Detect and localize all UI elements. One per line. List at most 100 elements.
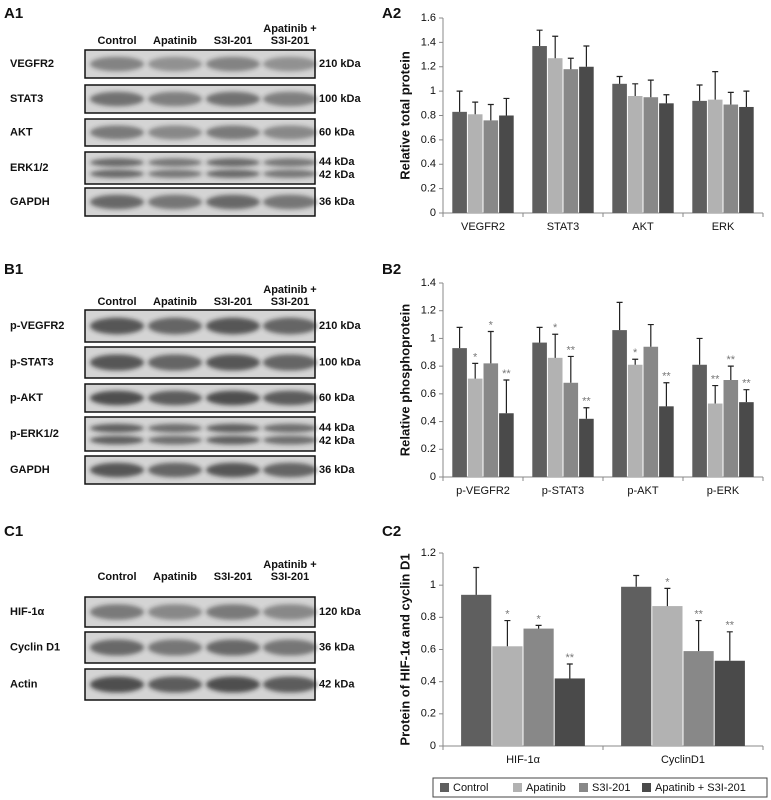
- bar: [483, 120, 499, 213]
- y-tick-label: 0: [430, 471, 436, 483]
- y-tick-label: 1.6: [421, 12, 436, 24]
- kda-label: 36 kDa: [319, 464, 355, 476]
- y-tick-label: 1: [430, 579, 436, 591]
- y-tick-label: 1: [430, 332, 436, 344]
- bar: [723, 380, 739, 477]
- lane-header: Control: [97, 35, 136, 47]
- error-bar: [567, 355, 574, 383]
- y-tick-label: 0: [430, 740, 436, 752]
- legend-label: S3I-201: [592, 782, 631, 794]
- significance-label: *: [473, 351, 478, 363]
- y-tick-label: 1.4: [421, 36, 436, 48]
- panel-label: C1: [4, 523, 23, 540]
- y-tick-label: 0.8: [421, 360, 436, 372]
- blot-band: [90, 390, 144, 406]
- protein-label: p-STAT3: [10, 356, 54, 368]
- blot-band: [148, 194, 202, 210]
- error-bar: [664, 587, 671, 607]
- error-bar: [743, 90, 750, 107]
- panel-label: C2: [382, 523, 401, 540]
- y-tick-label: 0.8: [421, 109, 436, 121]
- protein-label: ERK1/2: [10, 162, 49, 174]
- y-tick-label: 1: [430, 85, 436, 97]
- error-bar: [616, 75, 623, 84]
- blot-band: [206, 169, 260, 178]
- y-tick-label: 0.2: [421, 708, 436, 720]
- bar: [621, 586, 652, 746]
- legend-box: [432, 777, 768, 798]
- lane-header: Apatinib +: [263, 284, 316, 296]
- blot-band: [148, 423, 202, 433]
- x-tick-label: p-ERK: [707, 485, 740, 497]
- bar: [707, 403, 723, 477]
- blot-band: [263, 676, 317, 693]
- error-bar: [583, 45, 590, 67]
- x-tick-label: CyclinD1: [661, 754, 705, 766]
- blot-band: [90, 462, 144, 478]
- blot-band: [90, 423, 144, 433]
- blot-band: [263, 194, 317, 210]
- blot-band: [206, 390, 260, 406]
- blot-band: [206, 158, 260, 167]
- bar: [612, 330, 627, 477]
- error-bar: [743, 389, 750, 403]
- bar: [612, 83, 627, 213]
- blot-band: [206, 435, 260, 445]
- error-bar: [696, 337, 703, 365]
- blot-band: [148, 317, 202, 335]
- y-tick-label: 0.2: [421, 443, 436, 455]
- blot-band: [90, 604, 144, 620]
- error-bar: [647, 79, 654, 98]
- panel-label: A1: [4, 5, 23, 22]
- blot-band: [90, 158, 144, 167]
- blot-band: [263, 91, 317, 107]
- significance-label: *: [553, 322, 558, 334]
- error-bar: [535, 624, 542, 629]
- error-bar: [472, 362, 479, 379]
- x-tick-label: VEGFR2: [461, 221, 505, 233]
- blot-band: [148, 169, 202, 178]
- error-bar: [536, 29, 543, 47]
- bar: [579, 66, 594, 213]
- error-bar: [632, 83, 639, 96]
- blot-band: [206, 676, 260, 693]
- bar: [563, 382, 579, 477]
- error-bar: [663, 94, 670, 104]
- y-tick-label: 0.4: [421, 158, 436, 170]
- blot-band: [206, 639, 260, 656]
- blot-band: [148, 462, 202, 478]
- significance-label: **: [694, 608, 703, 620]
- lane-header: Apatinib +: [263, 559, 316, 571]
- error-bar: [727, 365, 734, 380]
- blot-band: [263, 169, 317, 178]
- x-tick-label: STAT3: [547, 221, 580, 233]
- kda-label: 44 kDa: [319, 422, 355, 434]
- bar: [547, 357, 563, 477]
- blot-band: [206, 423, 260, 433]
- blot-band: [90, 639, 144, 656]
- significance-label: *: [489, 319, 494, 331]
- significance-label: *: [536, 613, 541, 625]
- blot-band: [206, 604, 260, 620]
- lane-header: S3I-201: [214, 35, 253, 47]
- protein-label: p-ERK1/2: [10, 428, 59, 440]
- error-bar: [487, 103, 494, 121]
- error-bar: [456, 90, 463, 112]
- y-axis-label: Relative phosphoprotein: [397, 304, 412, 456]
- blot-band: [263, 639, 317, 656]
- lane-header: S3I-201: [271, 35, 310, 47]
- protein-label: Cyclin D1: [10, 641, 60, 653]
- error-bar: [536, 326, 543, 343]
- bar: [547, 58, 563, 213]
- blot-band: [148, 91, 202, 107]
- lane-header: Control: [97, 571, 136, 583]
- error-bar: [712, 384, 719, 404]
- blot-band: [148, 56, 202, 72]
- legend-swatch: [579, 783, 588, 792]
- significance-label: **: [711, 373, 720, 385]
- bar: [692, 100, 707, 213]
- blot-band: [90, 676, 144, 693]
- blot-box: [84, 151, 316, 185]
- legend-label: Apatinib: [526, 782, 566, 794]
